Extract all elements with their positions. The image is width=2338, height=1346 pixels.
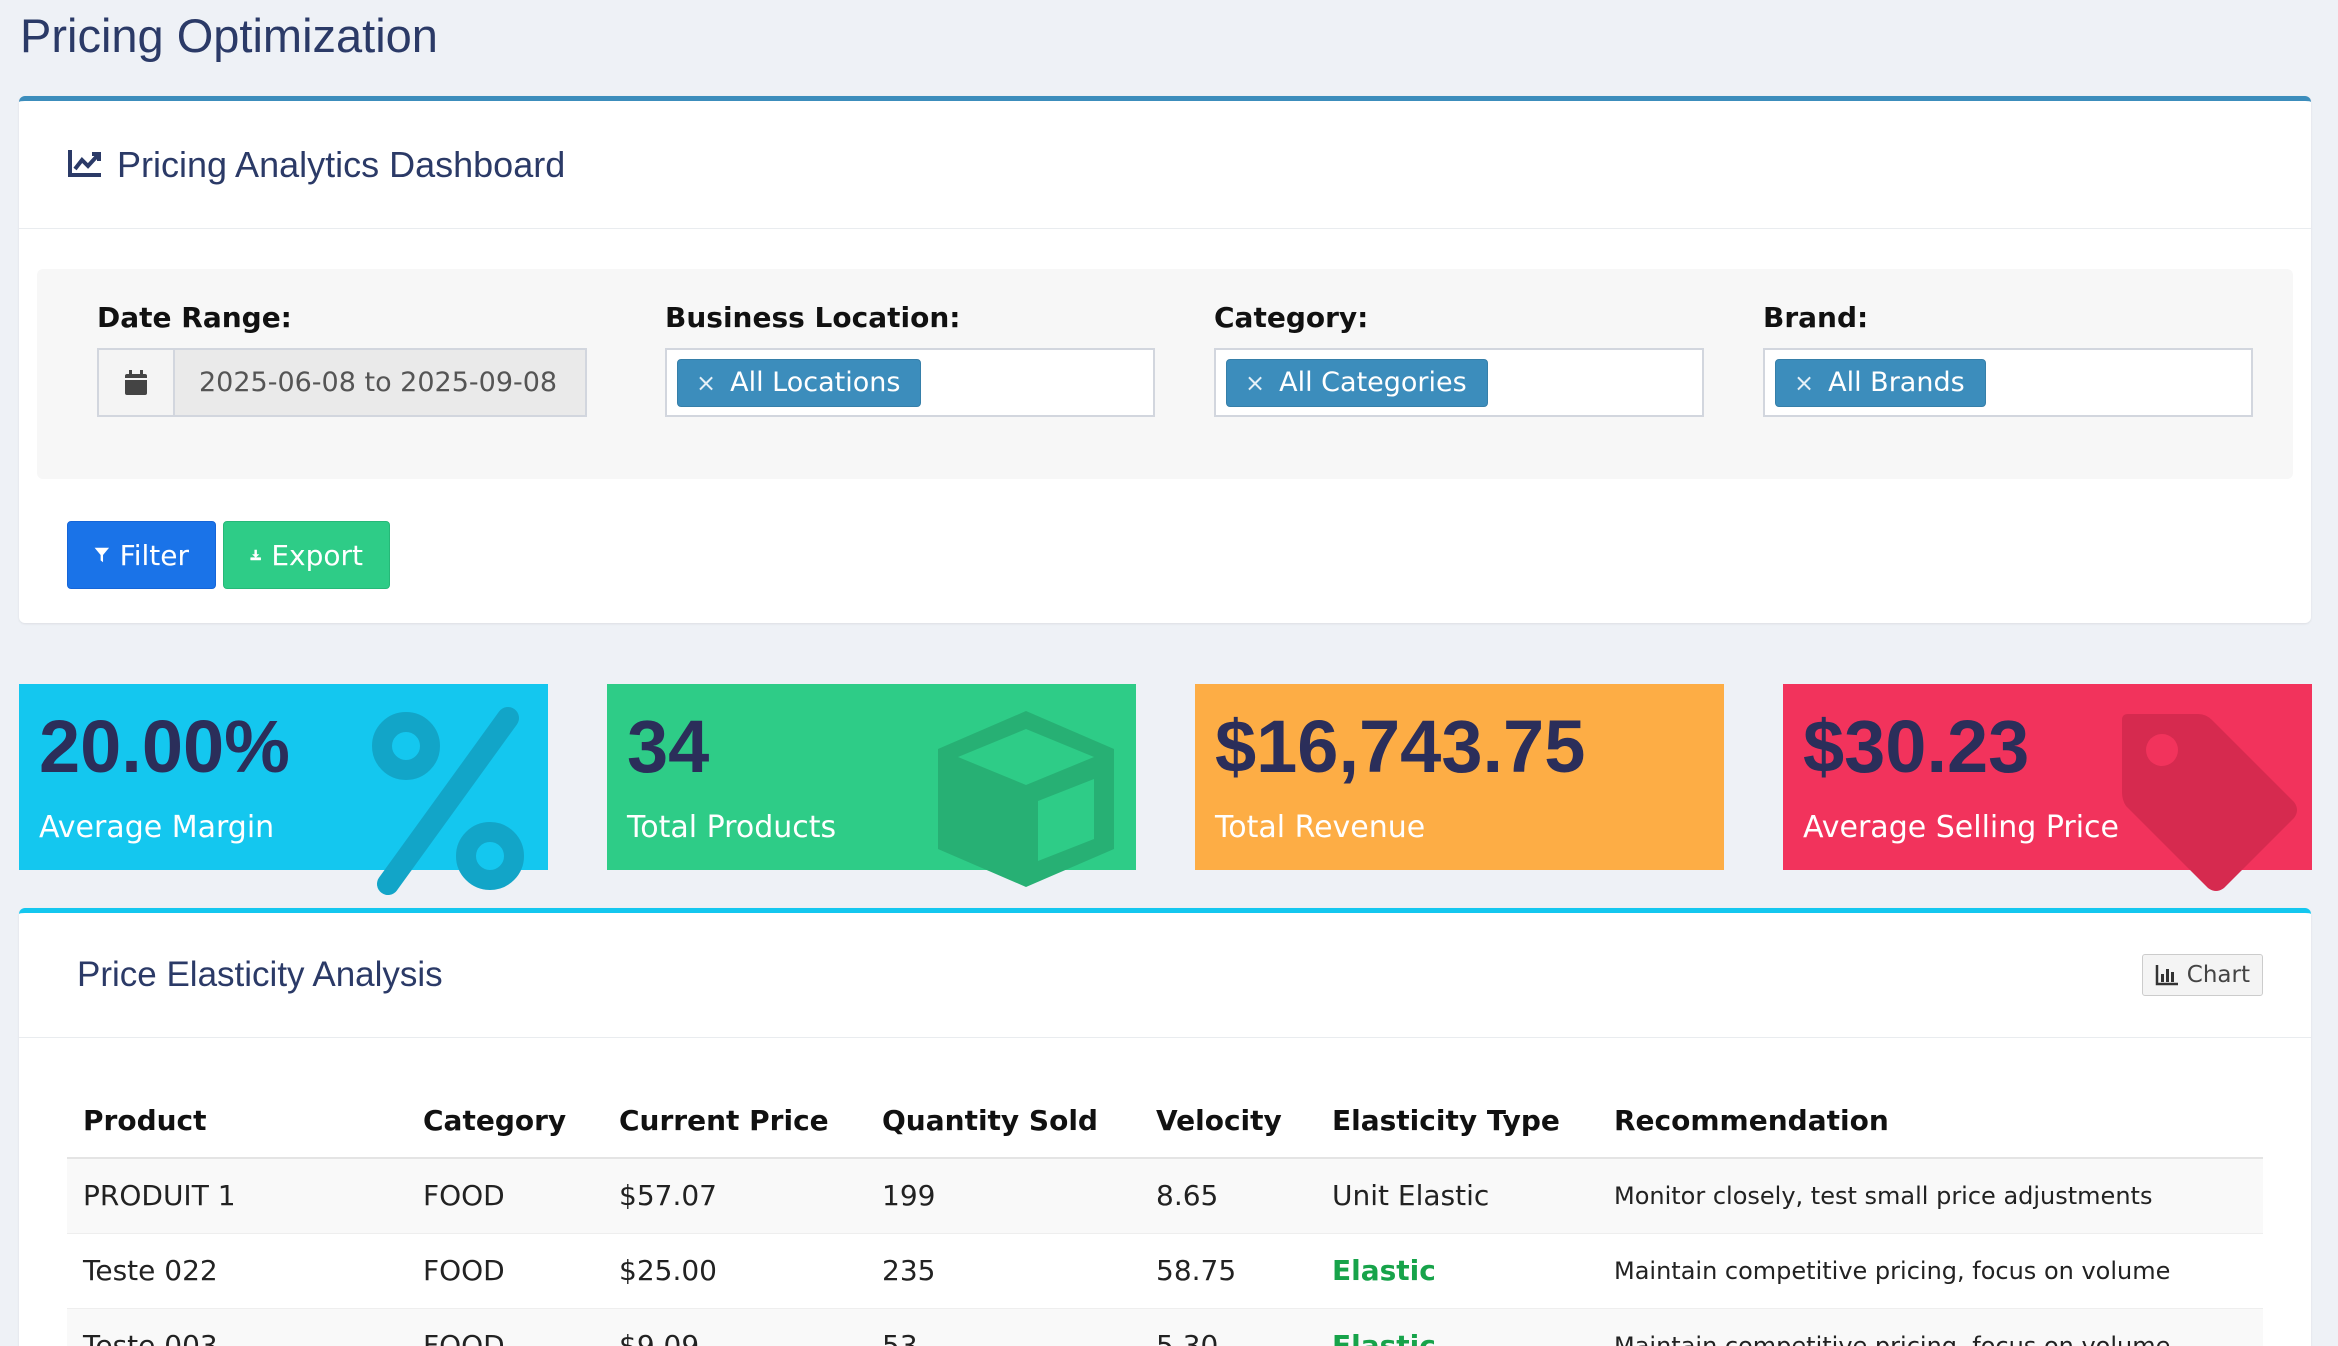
column-header[interactable]: Elasticity Type [1316, 1083, 1598, 1159]
product-cell: Teste 022 [67, 1233, 407, 1309]
line-chart-icon [67, 148, 103, 182]
product-cell: Teste 003 [67, 1308, 407, 1346]
table-row[interactable]: Teste 022 FOOD $25.00 235 58.75 Elastic … [67, 1233, 2263, 1309]
category-cell: FOOD [407, 1158, 603, 1234]
stat-value: $16,743.75 [1215, 705, 1586, 788]
stat-total-products: 34 Total Products [607, 684, 1136, 887]
stat-label: Average Selling Price [1803, 810, 2120, 845]
chart-button-label: Chart [2186, 962, 2250, 988]
elasticity-type-cell: Elastic [1316, 1308, 1598, 1346]
date-range-value: 2025-06-08 to 2025-09-08 [175, 350, 585, 415]
location-label: Business Location: [665, 301, 961, 334]
category-cell: FOOD [407, 1308, 603, 1346]
export-button[interactable]: Export [223, 521, 390, 589]
price-elasticity-card: Price Elasticity Analysis Chart Product … [19, 908, 2311, 1346]
elasticity-type-cell: Elastic [1316, 1233, 1598, 1309]
card-header: Pricing Analytics Dashboard [19, 101, 2311, 229]
column-header[interactable]: Product [67, 1083, 407, 1159]
filter-panel: Date Range: 2025-06-08 to 2025-09-08 Bus… [37, 269, 2293, 479]
table-row[interactable]: PRODUIT 1 FOOD $57.07 199 8.65 Unit Elas… [67, 1158, 2263, 1234]
card-title: Price Elasticity Analysis [77, 955, 443, 994]
cube-icon [938, 711, 1114, 887]
stat-value: 20.00% [39, 705, 290, 788]
category-label: Category: [1214, 301, 1369, 334]
date-range-group: Date Range: 2025-06-08 to 2025-09-08 [97, 301, 587, 417]
column-header[interactable]: Velocity [1140, 1083, 1316, 1159]
stat-average-selling-price: $30.23 Average Selling Price [1783, 684, 2312, 891]
stat-label: Average Margin [39, 810, 275, 845]
category-group: Category: × All Categories [1214, 301, 1704, 417]
stat-total-revenue: $16,743.75 Total Revenue [1195, 684, 1724, 870]
table-header-row: Product Category Current Price Quantity … [67, 1083, 2263, 1159]
recommendation-cell: Maintain competitive pricing, focus on v… [1598, 1233, 2263, 1309]
card-title: Pricing Analytics Dashboard [117, 143, 566, 185]
column-header[interactable]: Category [407, 1083, 603, 1159]
category-select[interactable]: × All Categories [1214, 348, 1704, 417]
card-header: Price Elasticity Analysis Chart [19, 913, 2311, 1038]
download-icon [250, 549, 261, 561]
table-row[interactable]: Teste 003 FOOD $9.09 53 5.30 Elastic Mai… [67, 1308, 2263, 1346]
quantity-cell: 199 [866, 1158, 1140, 1234]
tag-icon [2122, 714, 2297, 891]
filter-button[interactable]: Filter [67, 521, 216, 589]
remove-tag-icon[interactable]: × [1245, 368, 1266, 397]
location-select[interactable]: × All Locations [665, 348, 1155, 417]
location-group: Business Location: × All Locations [665, 301, 1155, 417]
filter-icon [94, 547, 110, 563]
filter-button-label: Filter [119, 538, 189, 572]
bar-chart-icon [2155, 965, 2178, 986]
elasticity-type-cell: Unit Elastic [1316, 1158, 1598, 1234]
stat-value: $30.23 [1803, 705, 2030, 788]
category-cell: FOOD [407, 1233, 603, 1309]
column-header[interactable]: Quantity Sold [866, 1083, 1140, 1159]
column-header[interactable]: Recommendation [1598, 1083, 2263, 1159]
location-tag-label: All Locations [730, 367, 901, 398]
brand-group: Brand: × All Brands [1763, 301, 2253, 417]
stat-label: Total Revenue [1215, 810, 1426, 845]
category-tag: × All Categories [1226, 358, 1488, 407]
brand-select[interactable]: × All Brands [1763, 348, 2253, 417]
quantity-cell: 53 [866, 1308, 1140, 1346]
stat-label: Total Products [627, 810, 837, 845]
recommendation-cell: Maintain competitive pricing, focus on v… [1598, 1308, 2263, 1346]
elasticity-table: Product Category Current Price Quantity … [67, 1083, 2263, 1346]
location-tag: × All Locations [677, 358, 922, 407]
chart-button[interactable]: Chart [2141, 954, 2263, 996]
velocity-cell: 58.75 [1140, 1233, 1316, 1309]
category-tag-label: All Categories [1279, 367, 1467, 398]
velocity-cell: 5.30 [1140, 1308, 1316, 1346]
price-cell: $57.07 [603, 1158, 866, 1234]
calendar-icon [99, 350, 175, 415]
quantity-cell: 235 [866, 1233, 1140, 1309]
stat-value: 34 [627, 705, 710, 788]
brand-tag: × All Brands [1775, 358, 1986, 407]
stat-average-margin: 20.00% Average Margin [19, 684, 548, 895]
remove-tag-icon[interactable]: × [1794, 368, 1815, 397]
date-range-input[interactable]: 2025-06-08 to 2025-09-08 [97, 348, 587, 417]
page-title: Pricing Optimization [20, 9, 438, 62]
brand-tag-label: All Brands [1828, 367, 1965, 398]
product-cell: PRODUIT 1 [67, 1158, 407, 1234]
brand-label: Brand: [1763, 301, 1869, 334]
recommendation-cell: Monitor closely, test small price adjust… [1598, 1158, 2263, 1234]
remove-tag-icon[interactable]: × [696, 368, 717, 397]
velocity-cell: 8.65 [1140, 1158, 1316, 1234]
export-button-label: Export [271, 538, 363, 572]
column-header[interactable]: Current Price [603, 1083, 866, 1159]
percent-icon [372, 707, 524, 895]
price-cell: $25.00 [603, 1233, 866, 1309]
price-cell: $9.09 [603, 1308, 866, 1346]
pricing-analytics-card: Pricing Analytics Dashboard Date Range: … [19, 96, 2311, 623]
date-range-label: Date Range: [97, 301, 292, 334]
